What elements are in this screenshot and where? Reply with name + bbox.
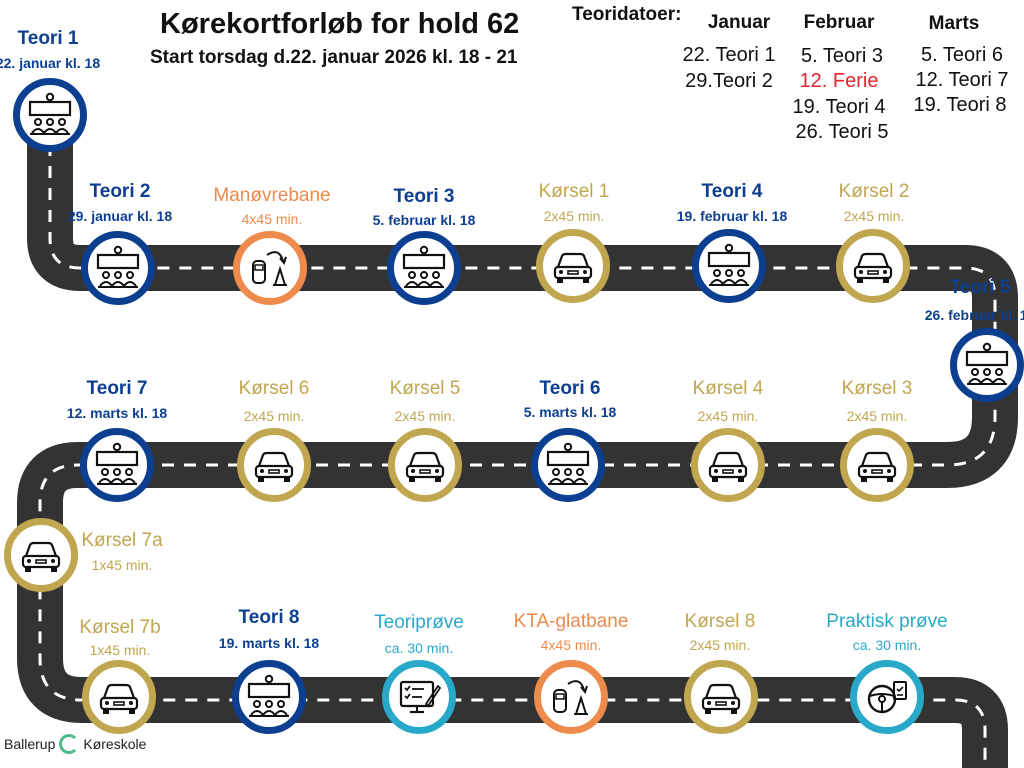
school-logo: Ballerup Køreskole (4, 734, 146, 754)
stop-name: Kørsel 7a (81, 530, 163, 551)
stop-detail: 1x45 min. (91, 557, 153, 573)
stop-detail: 12. marts kl. 18 (66, 405, 168, 421)
stop-name: Kørsel 5 (389, 378, 461, 399)
stop-detail: 22. januar kl. 18 (0, 55, 101, 71)
stop-detail: 4x45 min. (540, 637, 602, 653)
stop-name: Kørsel 8 (684, 611, 756, 632)
classroom-icon (81, 231, 155, 305)
classroom-icon (531, 428, 605, 502)
car-icon (388, 428, 462, 502)
stop-name: Teoriprøve (374, 612, 464, 633)
stop-name: Kørsel 1 (538, 181, 610, 202)
stop-detail: 2x45 min. (543, 208, 605, 224)
stop-name: Teori 3 (393, 186, 455, 207)
schedule-month-januar: Januar (707, 12, 771, 33)
stop-detail: 2x45 min. (394, 408, 456, 424)
schedule-month-februar: Februar (803, 12, 875, 33)
schedule-entry: 19. Teori 8 (913, 94, 1007, 116)
schedule-entry: 29.Teori 2 (685, 70, 773, 92)
classroom-icon (13, 78, 87, 152)
stop-name: Teori 8 (238, 607, 300, 628)
schedule-entry: 19. Teori 4 (792, 96, 886, 118)
stop-detail: 29. januar kl. 18 (67, 208, 173, 224)
stop-name: Teori 7 (86, 378, 148, 399)
stop-name: Kørsel 4 (692, 378, 764, 399)
schedule-entry-holiday: 12. Ferie (799, 70, 879, 92)
stop-name: KTA-glatbane (513, 611, 629, 632)
car-icon (82, 660, 156, 734)
stop-name: Praktisk prøve (826, 611, 948, 632)
stop-detail: 2x45 min. (697, 408, 759, 424)
logo-text-right: Køreskole (83, 736, 147, 752)
stop-detail: 26. februar kl. 18 (924, 307, 1024, 323)
stop-detail: 4x45 min. (241, 211, 303, 227)
page-title: Kørekortforløb for hold 62 (160, 8, 520, 40)
stop-name: Kørsel 6 (238, 378, 310, 399)
stop-name: Manøvrebane (213, 185, 331, 206)
steering-test-icon (850, 660, 924, 734)
stop-name: Kørsel 7b (79, 617, 161, 638)
maneuver-cones-icon (534, 660, 608, 734)
schedule-entry: 26. Teori 5 (795, 121, 889, 143)
stop-detail: 19. marts kl. 18 (218, 635, 320, 651)
schedule-entry: 22. Teori 1 (682, 44, 776, 66)
stop-detail: 2x45 min. (243, 408, 305, 424)
car-icon (840, 428, 914, 502)
logo-text-left: Ballerup (4, 736, 56, 752)
classroom-icon (232, 660, 306, 734)
page-subtitle: Start torsdag d.22. januar 2026 kl. 18 -… (150, 47, 518, 68)
classroom-icon (80, 428, 154, 502)
stop-name: Teori 4 (701, 181, 763, 202)
stop-detail: 2x45 min. (843, 208, 905, 224)
stop-name: Teori 1 (17, 28, 79, 49)
car-icon (691, 428, 765, 502)
car-icon (836, 229, 910, 303)
classroom-icon (950, 328, 1024, 402)
stop-detail: ca. 30 min. (384, 640, 454, 656)
exam-icon (382, 660, 456, 734)
stop-name: Kørsel 2 (838, 181, 910, 202)
stop-name: Teori 6 (539, 378, 601, 399)
car-icon (237, 428, 311, 502)
stop-name: Kørsel 3 (841, 378, 913, 399)
stop-detail: 19. februar kl. 18 (676, 208, 788, 224)
stop-detail: 1x45 min. (89, 642, 151, 658)
stop-name: Teori 2 (89, 181, 151, 202)
schedule-entry: 5. Teori 6 (921, 44, 1003, 66)
car-icon (4, 518, 78, 592)
stop-detail: 5. marts kl. 18 (523, 404, 617, 420)
schedule-label: Teoridatoer: (572, 4, 682, 25)
stop-detail: 2x45 min. (846, 408, 908, 424)
logo-ring-icon (59, 734, 80, 754)
schedule-entry: 5. Teori 3 (801, 45, 883, 67)
car-icon (536, 229, 610, 303)
stop-name: Teori 5 (949, 277, 1011, 298)
car-icon (684, 660, 758, 734)
stop-detail: 2x45 min. (689, 637, 751, 653)
stop-detail: 5. februar kl. 18 (372, 212, 476, 228)
maneuver-cones-icon (233, 231, 307, 305)
stop-detail: ca. 30 min. (852, 637, 922, 653)
classroom-icon (692, 229, 766, 303)
schedule-month-marts: Marts (928, 13, 980, 34)
classroom-icon (387, 231, 461, 305)
schedule-entry: 12. Teori 7 (915, 69, 1009, 91)
